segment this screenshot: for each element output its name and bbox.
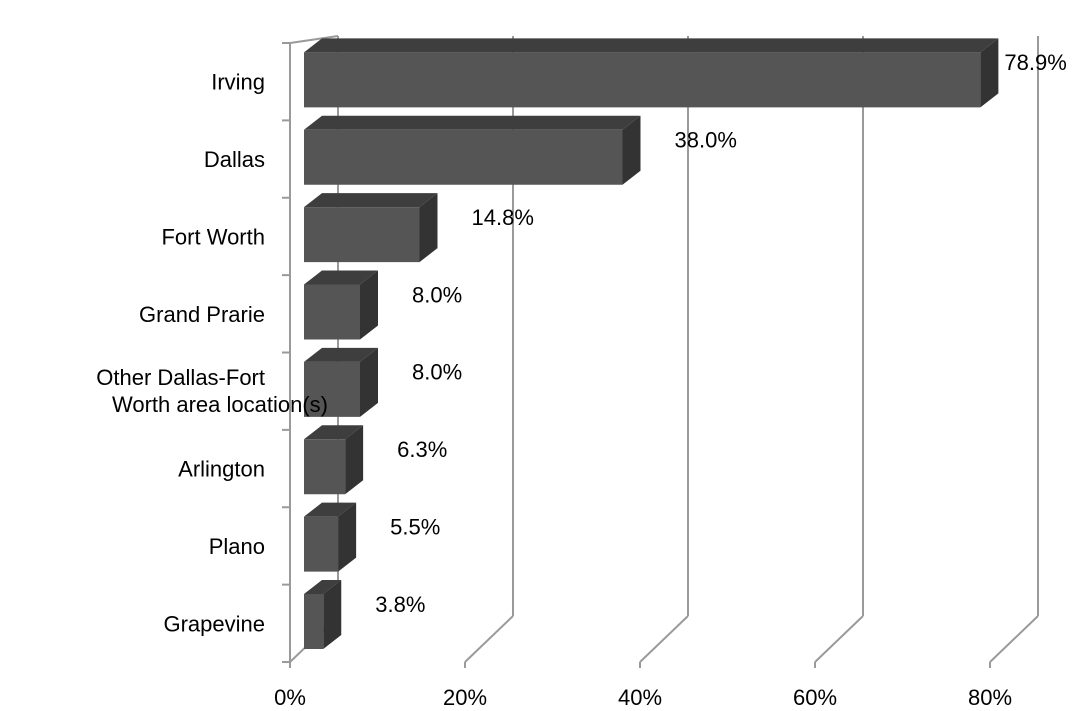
floor-line-20 [464,615,514,663]
bar [304,207,420,263]
bar [304,516,339,572]
bar-top-2 [304,193,438,208]
labels: 0% 20% 40% 60% 80% 3.8% Grapevine 5.5% Plano 6.3%… [96,50,1066,710]
bar-side-0 [980,38,999,108]
side-wall-top-edge [289,35,339,44]
x-tick-label: 20% [443,685,487,710]
bar-side-3 [360,270,378,340]
x-tick-label: 80% [968,685,1012,710]
bar-top-1 [304,115,641,130]
bar-side-2 [419,193,438,263]
category-label: Arlington [178,457,265,482]
bar-side-6 [338,502,357,572]
bar [304,361,360,417]
data-label: 3.8% [375,592,425,617]
category-label: Grand Prarie [139,302,265,327]
data-label: 78.9% [1004,50,1066,75]
bar [304,594,324,649]
bar [304,52,981,108]
category-label: Grapevine [163,611,265,636]
category-label: Other Dallas-Fort Worth area location(s) [96,365,328,417]
data-label: 8.0% [412,360,462,385]
floor-line-40 [639,615,689,663]
bar-top-5 [304,425,364,440]
data-label: 5.5% [390,514,440,539]
floor-line-80 [989,615,1039,663]
data-label: 14.8% [472,205,534,230]
floor-line-60 [814,615,864,663]
data-label: 8.0% [412,282,462,307]
x-tick-label: 60% [793,685,837,710]
bar [304,284,360,340]
bar-side-7 [323,580,342,649]
bar-top-0 [304,38,999,53]
bar-side-5 [345,425,364,495]
bar [304,439,346,495]
bar-side-1 [622,115,641,185]
category-label: Fort Worth [161,224,265,249]
bar-side-4 [360,347,378,417]
bar-top-7 [304,580,342,594]
x-tick-label: 40% [618,685,662,710]
bars [304,38,999,649]
data-label: 6.3% [397,437,447,462]
bar-top-6 [304,502,357,517]
category-label: Dallas [204,147,265,172]
category-label: Plano [209,534,265,559]
data-label: 38.0% [675,128,737,153]
bar-top-3 [304,270,378,285]
bar [304,129,623,185]
category-label: Irving [211,70,265,95]
x-tick-label: 0% [274,685,306,710]
bar-top-4 [304,347,378,362]
